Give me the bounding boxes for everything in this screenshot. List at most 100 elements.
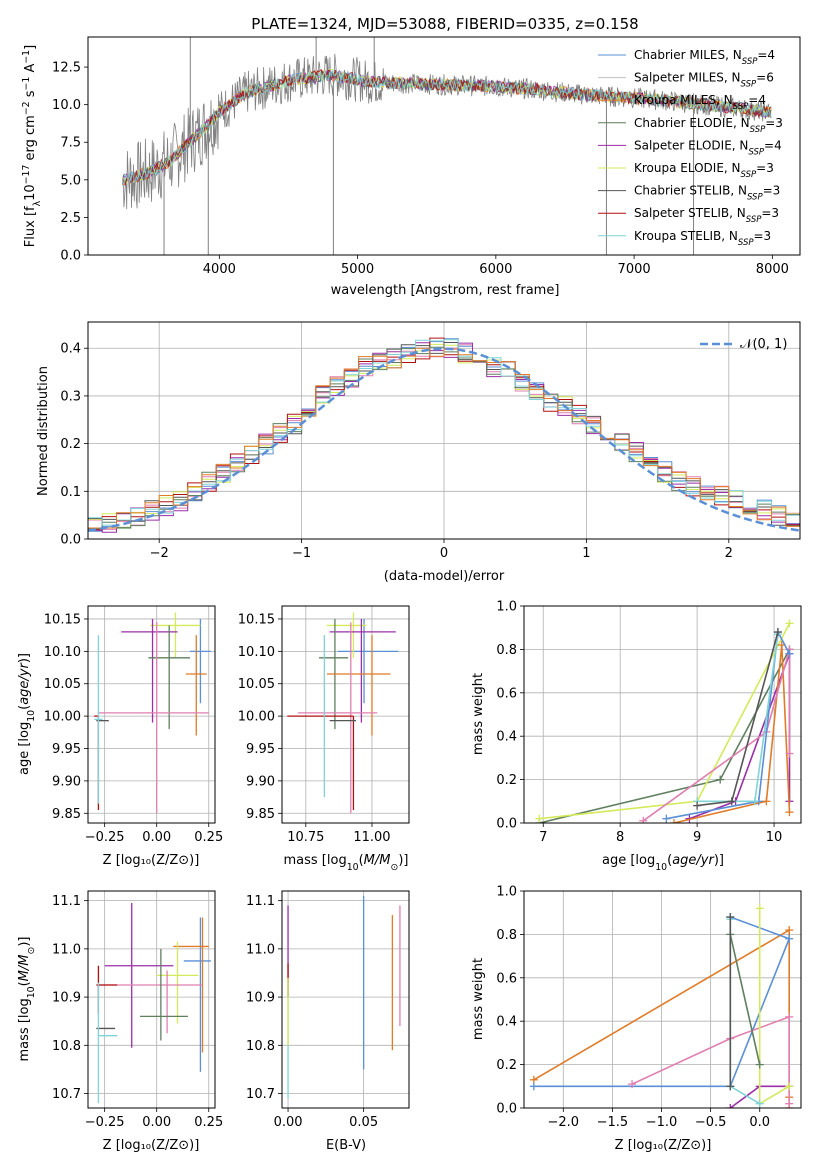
y-tick-label: 9.95 [246, 742, 275, 757]
y-axis-label: Normed distribution [36, 366, 51, 496]
residual-histogram [88, 339, 800, 526]
y-tick-label: 10.8 [246, 1039, 275, 1054]
axes-frame [281, 890, 410, 1109]
y-tick-label: 12.5 [52, 61, 81, 76]
x-tick-label: 9 [693, 830, 701, 845]
x-tick-label: −0.25 [85, 830, 125, 845]
legend-entry: Salpeter MILES, NSSP=6 [634, 71, 774, 90]
x-tick-label: 0.25 [194, 1115, 223, 1130]
x-tick-label: 0.00 [274, 1115, 303, 1130]
y-axis-label: mass [log10(M/M⊙)] [17, 937, 37, 1062]
axes-frame [87, 605, 216, 824]
legend-entry: 𝒩(0, 1) [740, 337, 787, 352]
y-tick-label: 2.5 [60, 211, 81, 226]
residual-histogram [88, 347, 800, 529]
x-tick-label: 0.25 [194, 830, 223, 845]
x-axis-label: wavelength [Angstrom, rest frame] [331, 283, 560, 298]
y-tick-label: 0.2 [496, 1058, 517, 1073]
y-tick-label: 10.0 [52, 98, 81, 113]
plot-area [96, 903, 211, 1104]
axes-frame [87, 890, 216, 1109]
y-tick-label: 0.2 [496, 773, 517, 788]
y-tick-label: 0.8 [496, 928, 517, 943]
y-tick-label: 10.7 [246, 1087, 275, 1102]
weight-vs-Z-panel: −2.0 −1.5 −1.0 −0.5 0.0 0.0 0.2 0.4 0.6 0.8 1.0 Z [… [471, 885, 802, 1153]
chart-title: PLATE=1324, MJD=53088, FIBERID=0335, z=0… [251, 15, 638, 33]
y-tick-label: 10.9 [246, 991, 275, 1006]
x-tick-label: 5000 [341, 262, 374, 277]
plot-area [529, 904, 794, 1108]
y-tick-label: 11.0 [52, 942, 81, 957]
x-tick-label: 8 [616, 830, 624, 845]
spectrum-legend: Chabrier MILES, NSSP=4 Salpeter MILES, NS… [598, 48, 783, 248]
axes-overlay: −2.0 −1.5 −1.0 −0.5 0.0 0.0 0.2 0.4 0.6 0.8 1.0 Z [… [471, 885, 802, 1153]
y-tick-label: 0.4 [60, 342, 81, 357]
y-tick-label: 9.85 [246, 807, 275, 822]
weight-series-line [729, 934, 761, 1065]
spectrum-panel: 4000 5000 6000 7000 8000 0.0 2.5 5.0 7.5 10.0 12.5… [21, 15, 801, 298]
y-tick-label: 10.7 [52, 1087, 81, 1102]
x-axis-label: mass [log10(M/M⊙)] [284, 853, 409, 873]
y-tick-label: 0.4 [496, 730, 517, 745]
x-tick-label: −0.5 [695, 1115, 727, 1130]
x-tick-label: 4000 [203, 262, 236, 277]
legend-entry: Chabrier ELODIE, NSSP=3 [634, 116, 783, 135]
axes-overlay: −2 −1 0 1 2 0.0 0.1 0.2 0.3 0.4 (data-model)/error… [36, 321, 801, 584]
y-tick-label: 0.0 [496, 817, 517, 832]
x-tick-label: −0.25 [85, 1115, 125, 1130]
plot-area [287, 612, 399, 814]
x-tick-label: 2 [725, 546, 733, 561]
y-tick-label: 1.0 [496, 600, 517, 615]
age-vs-mass-panel: 10.75 11.00 9.85 9.90 9.95 10.00 10.05 10.10 10.… [238, 605, 410, 873]
axes-overlay: −0.25 0.00 0.25 10.7 10.8 10.9 11.0 11.1 Z [log₁… [17, 890, 223, 1153]
y-tick-label: 0.8 [496, 643, 517, 658]
x-tick-label: −1.5 [597, 1115, 629, 1130]
axes-frame [87, 36, 801, 256]
x-axis-label: Z [log₁₀(Z/Z⊙)] [103, 1138, 200, 1153]
axes-frame [523, 890, 802, 1109]
weight-series-line [642, 649, 791, 822]
y-tick-label: 9.90 [246, 774, 275, 789]
x-tick-label: −2 [150, 546, 169, 561]
y-tick-label: 0.6 [496, 971, 517, 986]
y-tick-label: 10.10 [44, 645, 81, 660]
x-axis-label: age [log10(age/yr)] [602, 853, 724, 873]
y-tick-label: 10.9 [52, 991, 81, 1006]
y-tick-label: 9.95 [52, 742, 81, 757]
plot-area [535, 619, 794, 823]
y-tick-label: 10.15 [44, 612, 81, 627]
axes-frame [281, 605, 410, 824]
x-tick-label: 0.00 [142, 1115, 171, 1130]
x-axis-label: Z [log₁₀(Z/Z⊙)] [615, 1138, 712, 1153]
x-tick-label: 8000 [756, 262, 789, 277]
y-tick-label: 10.00 [44, 710, 81, 725]
legend-entry: Salpeter ELODIE, NSSP=4 [634, 138, 782, 157]
weight-series-line [666, 629, 791, 820]
y-tick-label: 10.05 [238, 677, 275, 692]
y-tick-label: 0.4 [496, 1015, 517, 1030]
plot-area [287, 895, 401, 1099]
x-tick-label: 11.00 [353, 830, 390, 845]
weight-series-line [673, 645, 791, 823]
gaussian-curve [88, 347, 800, 532]
legend-entry: Salpeter STELIB, NSSP=3 [634, 206, 779, 225]
y-tick-label: 10.10 [238, 645, 275, 660]
residual-panel: −2 −1 0 1 2 0.0 0.1 0.2 0.3 0.4 (data-model)/error… [36, 321, 801, 584]
x-tick-label: 0 [440, 546, 448, 561]
weight-vs-age-panel: 7 8 9 10 0.0 0.2 0.4 0.6 0.8 1.0 age [log10(age/yr… [471, 600, 802, 873]
axes-overlay: 0.00 0.05 10.7 10.8 10.9 11.0 11.1 E(B-V) [246, 890, 410, 1153]
x-tick-label: 10 [766, 830, 783, 845]
y-tick-label: 10.05 [44, 677, 81, 692]
x-tick-label: 0.0 [749, 1115, 770, 1130]
y-tick-label: 9.85 [52, 807, 81, 822]
y-tick-label: 11.0 [246, 942, 275, 957]
plot-area [122, 37, 772, 255]
y-tick-label: 11.1 [52, 894, 81, 909]
x-tick-label: 0.00 [142, 830, 171, 845]
y-tick-label: 0.3 [60, 389, 81, 404]
y-tick-label: 10.15 [238, 612, 275, 627]
age-vs-Z-panel: −0.25 0.00 0.25 9.85 9.90 9.95 10.00 10.05 10.10… [17, 605, 223, 868]
x-tick-label: 6000 [479, 262, 512, 277]
x-tick-label: −1.0 [646, 1115, 678, 1130]
mass-vs-EBV-panel: 0.00 0.05 10.7 10.8 10.9 11.0 11.1 E(B-V) [246, 890, 410, 1153]
